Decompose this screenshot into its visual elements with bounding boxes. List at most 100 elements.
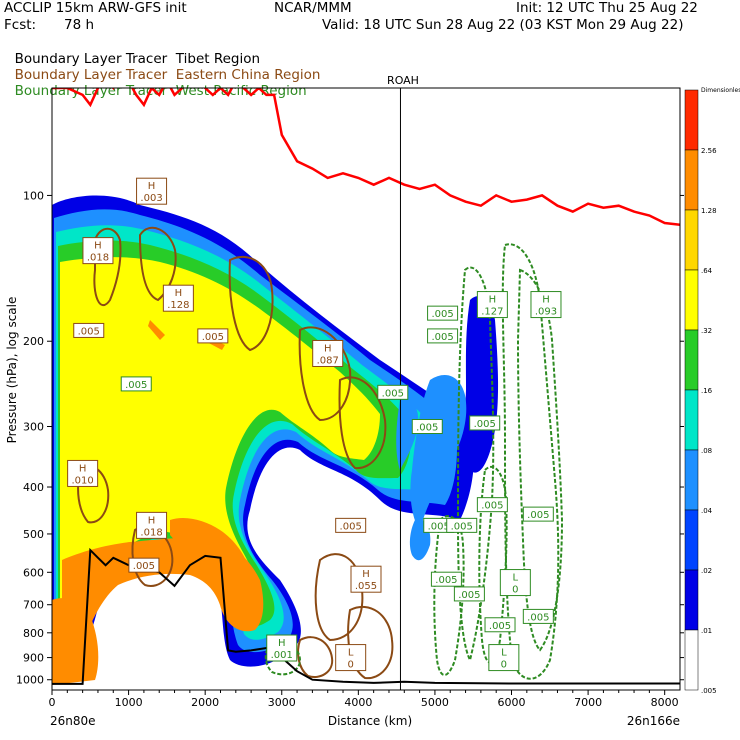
colorbar-swatch — [684, 269, 699, 331]
high-label: H.010 — [67, 459, 99, 487]
value-label-box — [128, 557, 160, 573]
value-label-box — [476, 497, 508, 513]
forecast-label: Fcst: — [4, 17, 37, 33]
colorbar-swatch — [684, 449, 699, 511]
x-tick-label: 6000 — [498, 696, 526, 709]
high-label-text: .127 — [481, 307, 503, 318]
colorbar-title: Dimensionless — [701, 87, 740, 94]
west-pacific-contour — [456, 266, 495, 663]
high-label: H.018 — [136, 511, 168, 539]
value-label: .005 — [476, 497, 508, 513]
value-label-box — [120, 376, 152, 392]
high-label-box — [67, 459, 99, 487]
value-label: .005 — [197, 328, 229, 344]
y-tick-label: 600 — [23, 566, 44, 579]
value-label-text: .005 — [474, 419, 496, 430]
colorbar-swatch — [684, 569, 699, 631]
high-label-text: H — [148, 515, 156, 526]
legend-entry-tibet: Boundary Layer Tracer Tibet Region — [6, 35, 260, 67]
value-label: .005 — [430, 571, 462, 587]
axes: 0 1000 2000 3000 4000 5000 6000 7000 80001002003… — [16, 189, 684, 709]
high-label-box — [312, 339, 344, 367]
high-label-text: .128 — [167, 300, 189, 311]
high-label: H.128 — [162, 284, 194, 312]
init-time: Init: 12 UTC Thu 25 Aug 22 — [516, 0, 698, 16]
high-label-text: .093 — [535, 307, 557, 318]
value-label-text: .005 — [125, 380, 147, 391]
eastern-china-contour — [138, 226, 177, 302]
colorbar-label: .005 — [701, 687, 717, 695]
high-label: H.087 — [312, 339, 344, 367]
high-label-text: .087 — [317, 355, 339, 366]
west-pacific-contour — [501, 243, 560, 680]
value-label-text: .005 — [527, 612, 549, 623]
colorbar-label: .04 — [701, 507, 713, 515]
value-label-box — [469, 415, 501, 431]
value-label-text: .005 — [489, 621, 511, 632]
colorbar-swatch — [684, 629, 699, 691]
eastern-china-contour — [298, 326, 352, 422]
high-label-text: H — [324, 343, 332, 354]
colorbar-label: .02 — [701, 567, 712, 575]
value-label-box — [522, 608, 554, 624]
x-tick-label: 2000 — [191, 696, 219, 709]
forecast-hour: 78 h — [64, 17, 95, 33]
colorbar-swatch — [684, 509, 699, 571]
label-layer: H.003H.018H.128H.087H.127H.093H.010H.018… — [67, 177, 562, 672]
station-label: ROAH — [387, 74, 419, 87]
colorbar-swatch — [684, 329, 699, 391]
high-label-text: .018 — [140, 527, 162, 538]
value-label-text: .005 — [340, 521, 362, 532]
value-label-text: .005 — [431, 309, 453, 320]
colorbar-label: 1.28 — [701, 207, 717, 215]
y-axis-title: Pressure (hPa), log scale — [5, 297, 19, 444]
tropopause-line — [52, 88, 680, 227]
high-label-text: H — [94, 241, 102, 252]
value-label: .005 — [411, 419, 443, 435]
high-label-text: .018 — [87, 253, 109, 264]
high-label-text: H — [278, 638, 286, 649]
value-label-box — [335, 517, 367, 533]
value-label-box — [446, 517, 478, 533]
high-label-text: H — [362, 569, 370, 580]
low-label-text: 0 — [347, 660, 353, 671]
value-label-box — [484, 617, 516, 633]
low-label-text: 0 — [501, 660, 507, 671]
high-label-box — [350, 565, 382, 593]
value-label: .005 — [453, 586, 485, 602]
value-label: .005 — [73, 322, 105, 338]
high-label-text: H — [175, 288, 183, 299]
eastern-china-contour — [338, 376, 387, 470]
value-label: .005 — [335, 517, 367, 533]
colorbar-label: .32 — [701, 327, 712, 335]
y-tick-label: 700 — [23, 599, 44, 612]
y-tick-label: 900 — [23, 652, 44, 665]
value-label-box — [453, 586, 485, 602]
high-label: H.003 — [136, 177, 168, 205]
valid-time: Valid: 18 UTC Sun 28 Aug 22 (03 KST Mon … — [322, 17, 684, 33]
low-label: L0 — [488, 644, 520, 672]
legend-prefix: Boundary Layer Tracer — [14, 51, 168, 67]
low-label-text: L — [513, 573, 519, 584]
value-label-text: .005 — [202, 332, 224, 343]
colorbar-label: .08 — [701, 447, 712, 455]
colorbar-label: 2.56 — [701, 147, 717, 155]
value-label-text: .005 — [133, 561, 155, 572]
y-tick-label: 400 — [23, 481, 44, 494]
x-tick-label: 8000 — [651, 696, 679, 709]
high-label-text: .055 — [355, 581, 377, 592]
eastern-china-contour — [297, 636, 334, 678]
value-label: .005 — [377, 384, 409, 400]
high-label-box — [82, 237, 114, 265]
eastern-china-contour — [93, 227, 122, 307]
value-label-box — [427, 305, 459, 321]
plot-frame — [51, 87, 681, 691]
value-label-box — [73, 322, 105, 338]
legend-prefix: Boundary Layer Tracer — [14, 67, 168, 83]
eastern-china-contour — [314, 553, 364, 642]
high-label: H.127 — [476, 291, 508, 319]
x-tick-label: 1000 — [115, 696, 143, 709]
high-label-text: H — [489, 295, 497, 306]
terrain-line — [52, 547, 680, 685]
